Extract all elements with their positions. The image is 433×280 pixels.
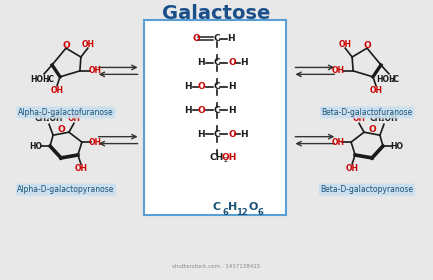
Text: H: H [228,82,236,91]
Text: OH: OH [332,66,345,75]
Text: OH: OH [369,86,382,95]
Text: OH: OH [74,164,87,173]
Text: CH₂OH: CH₂OH [370,114,398,123]
Text: Galactose: Galactose [162,4,271,23]
Text: H: H [184,106,192,115]
Text: OH: OH [68,114,81,123]
Text: HO: HO [390,142,403,151]
Text: Beta-D-galactopyranose: Beta-D-galactopyranose [320,185,414,194]
Text: HO: HO [30,142,43,151]
Text: H: H [228,202,238,213]
FancyBboxPatch shape [145,20,285,215]
Text: O: O [192,34,200,43]
Text: H: H [228,106,236,115]
Text: O: O [197,82,205,91]
Text: H: H [240,59,248,67]
Text: H: H [197,59,205,67]
Text: C: C [213,59,220,67]
Text: O: O [228,130,236,139]
Text: O: O [363,41,371,50]
Text: OH: OH [222,153,237,162]
Text: OH: OH [352,114,365,123]
Text: O: O [228,59,236,67]
Text: O: O [248,202,258,213]
Text: C: C [213,202,220,213]
Text: OH: OH [331,137,344,147]
Text: HOH: HOH [30,75,50,84]
Text: C: C [213,130,220,139]
Text: CH: CH [210,153,223,162]
Text: C: C [213,82,220,91]
Text: H: H [184,82,192,91]
Text: OH: OH [346,164,359,173]
Text: 6: 6 [258,208,264,217]
Text: 6: 6 [222,208,228,217]
Text: O: O [57,125,65,134]
Text: CH₂OH: CH₂OH [35,114,63,123]
Text: C: C [213,34,220,43]
Text: 2: 2 [223,157,228,164]
Text: ₂C: ₂C [45,75,55,84]
Text: HOH: HOH [376,75,396,84]
Text: OH: OH [51,86,64,95]
Text: OH: OH [339,40,352,49]
Text: H: H [197,130,205,139]
Text: H: H [240,130,248,139]
Text: Alpha-D-galactofuranose: Alpha-D-galactofuranose [18,108,114,117]
Text: Beta-D-galactofuranose: Beta-D-galactofuranose [321,108,413,117]
Text: Alpha-D-galactopyranose: Alpha-D-galactopyranose [17,185,115,194]
Text: O: O [62,41,70,50]
Text: OH: OH [88,66,101,75]
Text: H: H [228,34,235,43]
Text: 12: 12 [236,208,248,217]
Text: O: O [368,125,376,134]
Text: ₂C: ₂C [391,75,400,84]
Text: OH: OH [89,137,102,147]
Text: O: O [197,106,205,115]
Text: OH: OH [81,40,94,49]
Text: shutterstock.com · 1417138415: shutterstock.com · 1417138415 [172,264,261,269]
Text: C: C [213,106,220,115]
